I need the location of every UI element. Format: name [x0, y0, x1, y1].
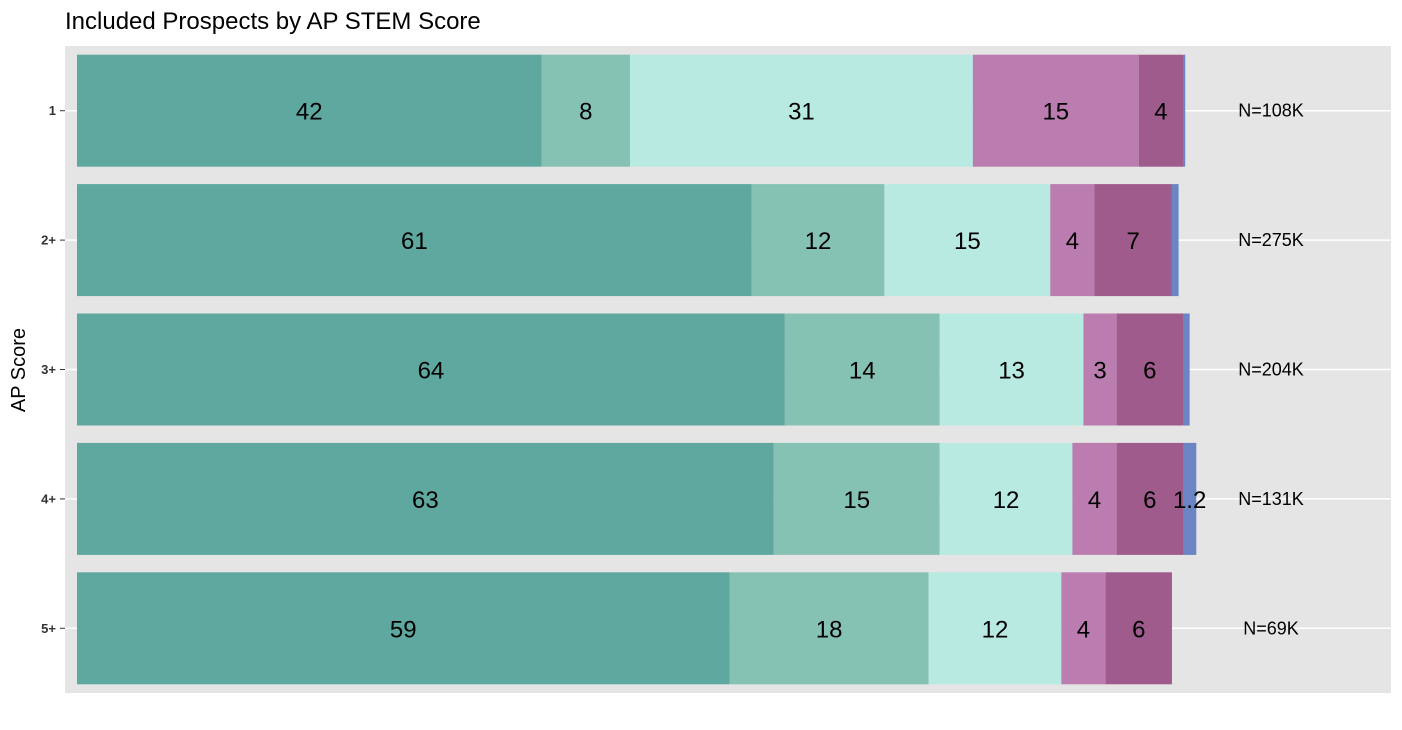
- segment-label: 12: [982, 616, 1009, 643]
- bar-segment: [77, 442, 774, 555]
- segment-label: 4: [1154, 99, 1167, 126]
- y-tick-label: 2+: [41, 233, 56, 248]
- n-label: N=131K: [1238, 489, 1304, 509]
- bar-segment: [928, 572, 1062, 685]
- bar-segment: [77, 572, 730, 685]
- segment-labels: 42 8 31 15 461 12 15 4 764 14 13 3 663 15 12 4 6 1.259 18 1…: [296, 99, 1206, 644]
- bar-segment: [1171, 184, 1179, 297]
- segment-label: 12: [805, 228, 832, 255]
- bar-segment: [1083, 313, 1117, 426]
- bar-segment: [1061, 572, 1106, 685]
- bar-segment: [630, 54, 973, 167]
- bar-segment: [972, 54, 1139, 167]
- bar-segment: [784, 313, 940, 426]
- bar-segment: [77, 184, 752, 297]
- bar-segment: [1183, 313, 1190, 426]
- bar-segment: [939, 313, 1084, 426]
- n-label: N=108K: [1238, 101, 1304, 121]
- bar-segment: [729, 572, 929, 685]
- segment-label: 4: [1077, 616, 1090, 643]
- segment-label: 15: [1042, 99, 1069, 126]
- segment-label: 4: [1088, 487, 1101, 514]
- bar-segment: [1116, 313, 1183, 426]
- segment-label: 8: [579, 99, 592, 126]
- segment-label: 13: [998, 358, 1025, 385]
- segment-label: 6: [1143, 358, 1156, 385]
- bar-segment: [1050, 184, 1095, 297]
- segment-label: 15: [843, 487, 870, 514]
- y-axis-label: AP Score: [8, 328, 30, 412]
- bar-segment: [1105, 572, 1172, 685]
- y-tick-label: 5+: [41, 621, 56, 636]
- bar-segment: [77, 313, 785, 426]
- bar-segment: [939, 442, 1073, 555]
- y-tick-label: 4+: [41, 491, 56, 506]
- bar-segment: [751, 184, 885, 297]
- segment-label: 6: [1143, 487, 1156, 514]
- bar-segment: [541, 54, 630, 167]
- segment-label: 61: [401, 228, 428, 255]
- chart-title: Included Prospects by AP STEM Score: [65, 8, 481, 35]
- bar-segment: [1094, 184, 1172, 297]
- segment-label: 15: [954, 228, 981, 255]
- y-tick-label: 3+: [41, 362, 56, 377]
- bars: [77, 54, 1197, 685]
- bar-segment: [773, 442, 940, 555]
- segment-label: 3: [1093, 358, 1106, 385]
- segment-label: 14: [849, 358, 876, 385]
- n-labels: N=108K N=275K N=204K N=131K N=69K: [1238, 101, 1304, 639]
- n-label: N=69K: [1243, 618, 1299, 638]
- y-tick-label: 1: [49, 103, 56, 118]
- segment-label: 59: [390, 616, 417, 643]
- n-label: N=275K: [1238, 230, 1304, 250]
- y-axis-ticks: 1 2+ 3+ 4+ 5+: [41, 103, 65, 636]
- bar-segment: [884, 184, 1051, 297]
- bar-segment: [1116, 442, 1183, 555]
- bar-segment: [77, 54, 542, 167]
- segment-label: 31: [788, 99, 815, 126]
- segment-label: 6: [1132, 616, 1145, 643]
- bar-segment: [1072, 442, 1117, 555]
- bar-segment: [1183, 442, 1197, 555]
- segment-label: 63: [412, 487, 439, 514]
- segment-label: 42: [296, 99, 323, 126]
- segment-label: 12: [993, 487, 1020, 514]
- segment-label: 4: [1066, 228, 1079, 255]
- segment-label: 18: [816, 616, 843, 643]
- segment-label: 1.2: [1173, 487, 1206, 514]
- segment-label: 64: [418, 358, 445, 385]
- segment-label: 7: [1127, 228, 1140, 255]
- n-label: N=204K: [1238, 360, 1304, 380]
- bar-segment: [1183, 54, 1186, 167]
- bar-segment: [1138, 54, 1183, 167]
